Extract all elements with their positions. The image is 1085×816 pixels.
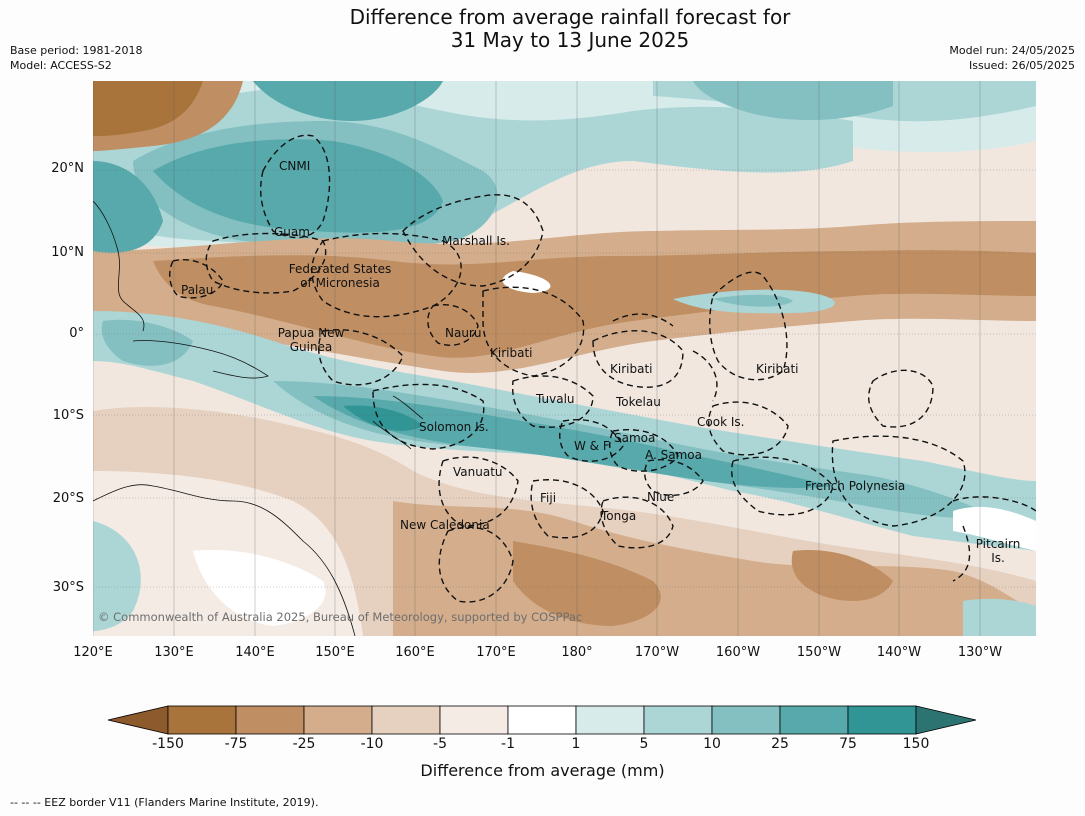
place-label-wallis-futuna: W & F [574, 439, 610, 453]
lon-label-140w: 140°W [876, 645, 922, 660]
place-label-kiribati-west: Kiribati [490, 346, 533, 360]
lat-label-20n: 20°N [51, 161, 84, 176]
map-canvas [93, 81, 1036, 636]
fsm-line-2: of Micronesia [300, 276, 380, 290]
png-line-2: Guinea [289, 340, 333, 354]
place-label-cnmi: CNMI [279, 159, 311, 173]
lat-label-10s: 10°S [52, 408, 84, 423]
colorbar-segment [847, 705, 917, 735]
copyright-notice: © Commonwealth of Australia 2025, Bureau… [98, 610, 583, 624]
base-period-text: Base period: 1981-2018 [10, 44, 143, 57]
place-label-vanuatu: Vanuatu [453, 465, 503, 479]
place-label-tuvalu: Tuvalu [536, 392, 575, 406]
png-line-1: Papua New [277, 326, 345, 340]
lon-label-140e: 140°E [235, 645, 275, 660]
lat-label-0: 0° [69, 326, 84, 341]
colorbar-segment [167, 705, 237, 735]
fsm-line-1: Federated States [288, 262, 392, 276]
colorbar-extend-high [915, 705, 977, 735]
rainfall-map [93, 81, 1036, 636]
colorbar-segment [303, 705, 373, 735]
colorbar-tick-label: -75 [224, 736, 248, 752]
title-line-1: Difference from average rainfall forecas… [349, 5, 791, 29]
colorbar-segment [643, 705, 713, 735]
place-label-kiribati-east: Kiribati [756, 362, 799, 376]
place-label-marshall-islands: Marshall Is. [442, 234, 510, 248]
place-label-samoa: Samoa [614, 431, 656, 445]
lon-label-130e: 130°E [154, 645, 194, 660]
place-label-fsm: Federated States of Micronesia [284, 262, 396, 290]
lon-label-120e: 120°E [73, 645, 113, 660]
lon-label-170e: 170°E [476, 645, 516, 660]
place-label-pitcairn-islands: Pitcairn Is. [972, 537, 1024, 565]
title-line-2: 31 May to 13 June 2025 [450, 28, 690, 52]
colorbar-segment [371, 705, 441, 735]
place-label-tonga: Tonga [601, 509, 637, 523]
lat-label-20s: 20°S [52, 491, 84, 506]
colorbar-tick-label: -25 [292, 736, 316, 752]
colorbar-tick-label: 150 [902, 736, 930, 752]
model-run-text: Model run: 24/05/2025 [949, 44, 1075, 57]
place-label-guam: Guam [274, 225, 310, 239]
colorbar-segment [711, 705, 781, 735]
lon-label-130w: 130°W [957, 645, 1003, 660]
colorbar-tick-label: -5 [433, 736, 447, 752]
colorbar-segment [507, 705, 577, 735]
place-label-nauru: Nauru [445, 326, 482, 340]
colorbar-extend-low [107, 705, 169, 735]
place-label-palau: Palau [181, 283, 214, 297]
place-label-solomon-islands: Solomon Is. [419, 420, 489, 434]
map-title: Difference from average rainfall forecas… [0, 6, 1085, 52]
colorbar-label: Difference from average (mm) [420, 761, 665, 780]
place-label-fiji: Fiji [540, 491, 557, 505]
lon-label-150e: 150°E [315, 645, 355, 660]
place-label-cook-islands: Cook Is. [697, 415, 745, 429]
lon-label-160w: 160°W [715, 645, 761, 660]
colorbar-tick-label: -1 [501, 736, 515, 752]
colorbar-tick-label: -150 [152, 736, 184, 752]
colorbar-segment [235, 705, 305, 735]
lat-label-10n: 10°N [51, 245, 84, 260]
lon-label-160e: 160°E [395, 645, 435, 660]
place-label-papua-new-guinea: Papua New Guinea [270, 326, 352, 354]
place-label-american-samoa: A. Samoa [645, 448, 702, 462]
colorbar-tick-label: 25 [771, 736, 789, 752]
place-label-new-caledonia: New Caledonia [400, 518, 490, 532]
issued-text: Issued: 26/05/2025 [968, 59, 1075, 72]
metadata-left: Base period: 1981-2018 Model: ACCESS-S2 [10, 43, 142, 73]
place-label-niue: Niue [647, 490, 675, 504]
pitcairn-line-1: Pitcairn [975, 537, 1021, 551]
colorbar-tick-label: 10 [703, 736, 721, 752]
place-label-kiribati-central: Kiribati [610, 362, 653, 376]
lat-label-30s: 30°S [52, 580, 84, 595]
colorbar-tick-label: -10 [360, 736, 384, 752]
colorbar-segments [107, 705, 977, 735]
colorbar-segment [575, 705, 645, 735]
colorbar [107, 705, 977, 735]
model-text: Model: ACCESS-S2 [10, 59, 112, 72]
place-label-tokelau: Tokelau [616, 395, 661, 409]
colorbar-tick-label: 1 [571, 736, 581, 752]
colorbar-segment [779, 705, 849, 735]
colorbar-tick-label: 75 [839, 736, 857, 752]
colorbar-segment [439, 705, 509, 735]
pitcairn-line-2: Is. [991, 551, 1005, 565]
eez-border-legend: -- -- -- EEZ border V11 (Flanders Marine… [10, 796, 319, 809]
lon-label-150w: 150°W [796, 645, 842, 660]
colorbar-tick-label: 5 [639, 736, 649, 752]
metadata-right: Model run: 24/05/2025 Issued: 26/05/2025 [949, 43, 1075, 73]
lon-label-170w: 170°W [634, 645, 680, 660]
lon-label-180: 180° [561, 645, 593, 660]
place-label-french-polynesia: French Polynesia [805, 479, 906, 493]
